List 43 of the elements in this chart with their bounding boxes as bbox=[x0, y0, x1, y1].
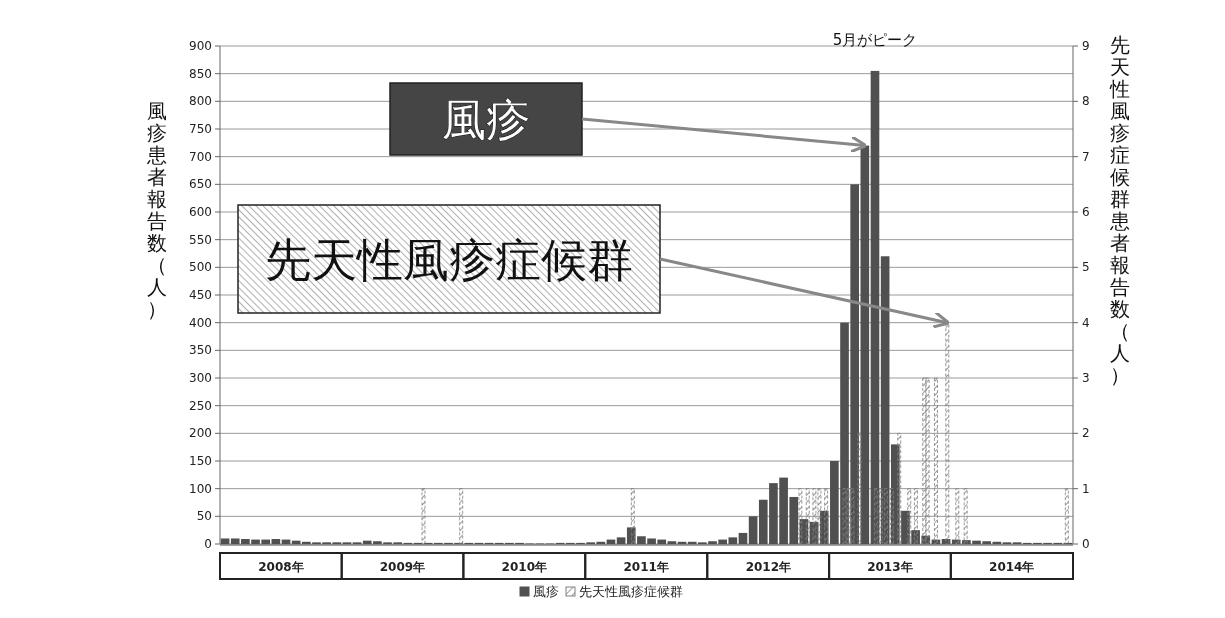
y2-tick-label: 6 bbox=[1082, 205, 1090, 219]
legend-label: 風疹 bbox=[533, 584, 559, 599]
x-tick-label: 2009年 bbox=[379, 560, 426, 574]
y-tick-label: 700 bbox=[189, 149, 212, 164]
x-tick-label: 2008年 bbox=[258, 560, 304, 574]
y-tick-label: 650 bbox=[189, 177, 212, 192]
y-tick-label: 750 bbox=[189, 122, 212, 136]
y-tick-label: 850 bbox=[189, 66, 212, 81]
y-tick-label: 0 bbox=[204, 537, 212, 551]
y2-tick-label: 1 bbox=[1082, 481, 1090, 496]
y2-tick-label: 8 bbox=[1082, 94, 1090, 109]
y-tick-label: 550 bbox=[189, 232, 212, 247]
y-tick-label: 250 bbox=[189, 398, 212, 413]
y2-tick-label: 9 bbox=[1082, 39, 1090, 53]
y-tick-label: 900 bbox=[189, 39, 212, 53]
text: 先天性風疹症候群患者報告数（人） bbox=[1110, 33, 1130, 387]
y-tick-label: 350 bbox=[189, 343, 212, 358]
y2-tick-label: 5 bbox=[1082, 260, 1090, 275]
x-tick-label: 2013年 bbox=[867, 560, 913, 574]
legend-label: 先天性風疹症候群 bbox=[579, 584, 683, 599]
annotation: 風疹 bbox=[442, 93, 530, 145]
y-tick-label: 800 bbox=[189, 94, 212, 109]
y-tick-label: 450 bbox=[189, 288, 212, 302]
x-tick-label: 2010年 bbox=[501, 560, 548, 574]
y-tick-label: 300 bbox=[189, 371, 212, 385]
y2-tick-label: 3 bbox=[1082, 371, 1090, 385]
annotation: 5月がピーク bbox=[832, 30, 918, 49]
y-tick-label: 400 bbox=[189, 315, 212, 330]
x-tick-label: 2011年 bbox=[623, 560, 669, 574]
y2-tick-label: 2 bbox=[1082, 426, 1090, 441]
x-tick-label: 2014年 bbox=[989, 560, 1035, 574]
y-tick-label: 600 bbox=[189, 205, 212, 219]
y2-tick-label: 7 bbox=[1082, 149, 1090, 164]
text: 風疹患者報告数（人） bbox=[147, 99, 167, 321]
y2-tick-label: 0 bbox=[1082, 537, 1090, 551]
annotation: 先天性風疹症候群 bbox=[265, 232, 633, 287]
y2-tick-label: 4 bbox=[1082, 315, 1090, 330]
y-tick-label: 50 bbox=[196, 509, 212, 524]
y-tick-label: 150 bbox=[189, 454, 212, 468]
y-tick-label: 500 bbox=[189, 260, 212, 275]
y-tick-label: 100 bbox=[189, 481, 212, 496]
x-tick-label: 2012年 bbox=[745, 560, 792, 574]
y-tick-label: 200 bbox=[189, 426, 212, 441]
